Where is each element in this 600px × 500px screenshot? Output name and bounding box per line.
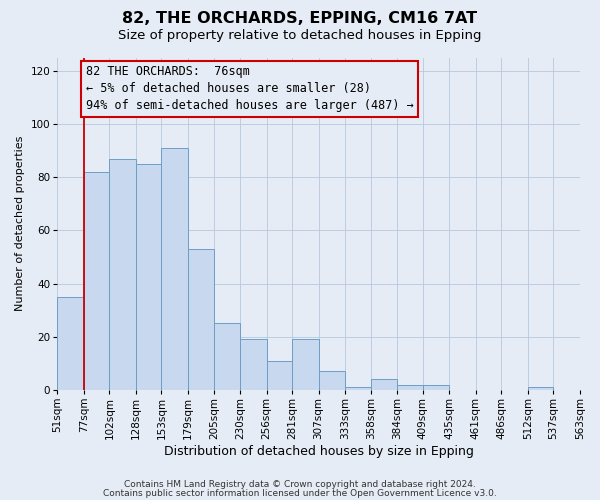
Text: Contains HM Land Registry data © Crown copyright and database right 2024.: Contains HM Land Registry data © Crown c… [124, 480, 476, 489]
Text: Size of property relative to detached houses in Epping: Size of property relative to detached ho… [118, 29, 482, 42]
Bar [319, 372, 345, 390]
Bar [423, 384, 449, 390]
Bar [371, 379, 397, 390]
Bar [292, 340, 319, 390]
Bar [240, 340, 266, 390]
Bar [136, 164, 161, 390]
Y-axis label: Number of detached properties: Number of detached properties [15, 136, 25, 312]
Bar [57, 297, 84, 390]
Text: 82, THE ORCHARDS, EPPING, CM16 7AT: 82, THE ORCHARDS, EPPING, CM16 7AT [122, 11, 478, 26]
Bar [528, 387, 553, 390]
Bar [161, 148, 188, 390]
Bar [214, 324, 240, 390]
Bar [580, 387, 600, 390]
Bar [345, 387, 371, 390]
Text: Contains public sector information licensed under the Open Government Licence v3: Contains public sector information licen… [103, 488, 497, 498]
Bar [266, 360, 292, 390]
Text: 82 THE ORCHARDS:  76sqm
← 5% of detached houses are smaller (28)
94% of semi-det: 82 THE ORCHARDS: 76sqm ← 5% of detached … [86, 66, 413, 112]
Bar [397, 384, 423, 390]
Bar [84, 172, 109, 390]
Bar [109, 158, 136, 390]
X-axis label: Distribution of detached houses by size in Epping: Distribution of detached houses by size … [164, 444, 473, 458]
Bar [188, 249, 214, 390]
